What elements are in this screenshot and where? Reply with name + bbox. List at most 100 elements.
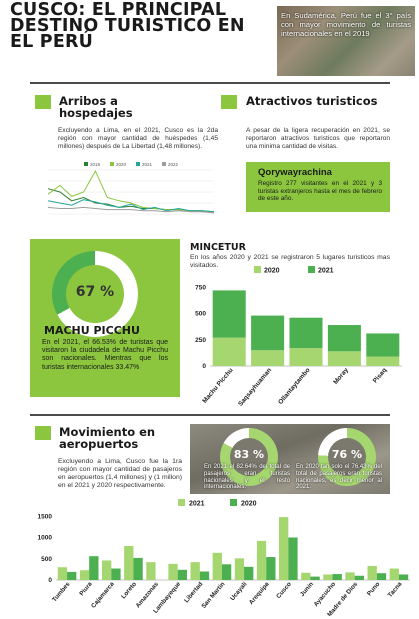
bar-2020: [289, 348, 323, 366]
machu-picchu-panel: 67 % MACHU PICCHU En el 2021, el 66.53% …: [30, 239, 180, 397]
x-tick-label: Saqsayhuaman: [237, 367, 273, 408]
domestic-2021-donut: 83 %: [220, 428, 278, 486]
x-tick-label: Libertad: [183, 581, 204, 605]
donut-2020-text: En 2020 tan solo el 76.43% del total de …: [296, 464, 382, 491]
arribos-line-chart: 2019 2020 2021 2022: [47, 162, 215, 215]
y-tick-label: 1500: [38, 513, 53, 520]
y-tick-label: 1000: [38, 535, 53, 542]
x-tick-label: Tumbes: [51, 580, 72, 603]
legend-swatch: [136, 162, 140, 166]
bar-2021: [301, 572, 311, 580]
legend-swatch: [162, 162, 166, 166]
bar-2021: [212, 552, 222, 580]
x-tick-label: Cusco: [275, 581, 293, 600]
bar-2021: [289, 317, 323, 349]
bar-2020: [177, 569, 187, 580]
y-tick-label: 750: [195, 284, 206, 291]
bar-2021: [345, 572, 355, 580]
hero-photo: En Sudamérica, Perú fue el 3° país con m…: [277, 6, 415, 76]
x-tick-label: Loreto: [120, 581, 138, 601]
bar-2021: [234, 558, 245, 580]
qorywayrachina-box: Qorywayrachina Registro 277 visitantes e…: [246, 162, 390, 212]
arribos-text: Excluyendo a Lima, en el 2021, Cusco es …: [58, 127, 218, 150]
bar-2020: [67, 571, 77, 580]
page-title: CUSCO: EL PRINCIPAL DESTINO TURISTICO EN…: [10, 0, 245, 52]
legend-label: 2021: [318, 268, 334, 275]
legend-swatch: [230, 499, 237, 506]
y-tick-label: 500: [41, 556, 52, 563]
arribos-heading: Arribos a hospedajes: [59, 94, 133, 120]
hero-text: En Sudamérica, Perú fue el 3° país con m…: [281, 11, 411, 38]
mincetur-heading: MINCETUR: [190, 242, 246, 253]
y-tick-label: 250: [195, 337, 206, 344]
x-tick-label: Moray: [332, 367, 350, 386]
bar-2020: [327, 351, 361, 366]
bar-2021: [102, 560, 112, 580]
bar-2021: [279, 517, 289, 580]
bar-2020: [244, 566, 254, 580]
legend-label: 2021: [142, 162, 153, 167]
x-tick-label: Piura: [78, 580, 94, 597]
atractivos-heading: Atractivos turisticos: [246, 94, 378, 108]
legend-label: 2020: [116, 162, 127, 167]
x-tick-label: Ollantaytambo: [277, 367, 311, 406]
y-tick-label: 0: [48, 577, 52, 584]
legend-label: 2019: [90, 162, 101, 167]
legend-swatch: [308, 266, 315, 273]
donut-2020-percent: 76 %: [331, 448, 363, 461]
x-tick-label: Puno: [366, 581, 382, 598]
bar-2020: [89, 556, 99, 580]
movimiento-text: Excluyendo a Lima, Cusco fue la 1ra regi…: [58, 458, 182, 489]
machu-picchu-text: En el 2021, el 66.53% de turistas que vi…: [42, 339, 168, 371]
donut-2021-text: En 2021 el 82.64% del total de pasajeros…: [204, 464, 290, 491]
x-tick-label: Ucayali: [229, 581, 249, 603]
bar-2020: [310, 576, 320, 580]
bar-2020: [354, 575, 364, 580]
bar-2020: [199, 571, 210, 580]
bar-2020: [366, 356, 400, 366]
series-line: [47, 169, 214, 213]
bar-2020: [221, 564, 232, 580]
series-line: [47, 206, 215, 214]
legend-label: 2020: [241, 501, 257, 508]
bar-2021: [251, 315, 285, 351]
bar-2021: [168, 563, 178, 580]
airport-bar-chart: 0 500 1000 1500 2021 2020 Tumbes PiuraCajamarca…: [38, 499, 410, 616]
bar-2021: [367, 565, 377, 580]
movimiento-heading: Movimiento en aeropuertos: [59, 425, 156, 451]
bar-2020: [288, 537, 298, 580]
legend-swatch: [178, 499, 185, 506]
bar-2021: [212, 290, 246, 338]
legend-label: 2022: [168, 162, 179, 167]
mincetur-text: En los años 2020 y 2021 se registraron 5…: [190, 254, 390, 269]
bar-2020: [212, 337, 246, 366]
legend-label: 2020: [264, 268, 280, 275]
domestic-2020-donut: 76 %: [318, 428, 376, 486]
atractivos-text: A pesar de la ligera recuperación en 202…: [246, 127, 390, 150]
x-tick-label: Junin: [299, 581, 315, 598]
legend-swatch: [110, 162, 114, 166]
bar-2020: [111, 568, 121, 580]
machu-picchu-title: MACHU PICCHU: [44, 324, 140, 337]
mincetur-bar-chart: 0 250 500 750 2020 2021 Machu Picchu Saqsayhuam…: [195, 266, 402, 408]
x-tick-label: Tacna: [387, 580, 404, 598]
legend-label: 2021: [189, 501, 205, 508]
machu-picchu-donut: 67 %: [52, 251, 138, 337]
airport-photo: 83 % 76 % En 2021 el 82.64% del total de…: [190, 424, 390, 494]
bar-2021: [79, 570, 90, 580]
qorywayrachina-text: Registro 277 visitantes en el 2021 y 3 t…: [258, 180, 382, 203]
series-line: [47, 199, 215, 213]
bar-2020: [332, 574, 342, 580]
divider: [30, 82, 390, 84]
x-tick-label: Arequipa: [248, 580, 271, 606]
qorywayrachina-title: Qorywayrachina: [258, 167, 332, 178]
x-tick-label: Machu Picchu: [201, 367, 234, 405]
x-tick-label: Cajamarca: [90, 580, 116, 609]
bar-2021: [124, 546, 134, 580]
bar-2020: [398, 574, 409, 580]
machu-picchu-percent: 67 %: [75, 284, 115, 300]
bar-2021: [327, 325, 361, 352]
donut-2021-percent: 83 %: [233, 448, 265, 461]
bar-2020: [251, 350, 285, 366]
bar-2021: [256, 540, 267, 580]
